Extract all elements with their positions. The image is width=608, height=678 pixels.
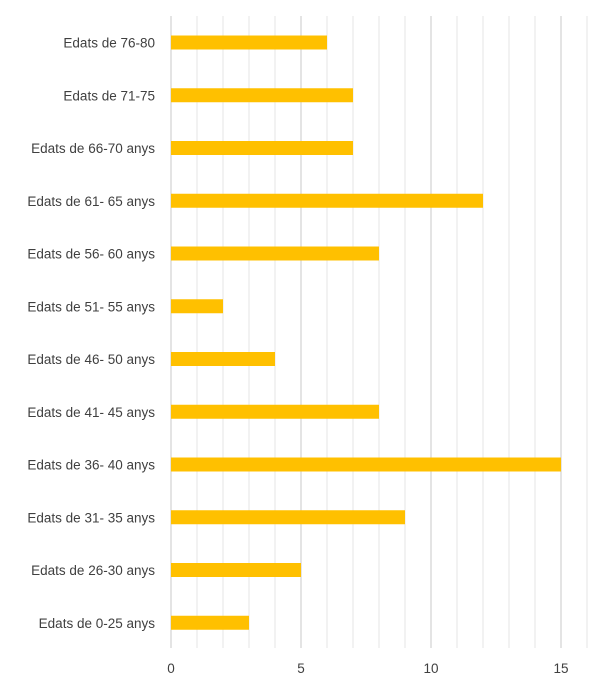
- x-tick-label: 5: [297, 661, 305, 676]
- category-label: Edats de 51- 55 anys: [27, 299, 155, 314]
- x-tick-label: 15: [553, 661, 568, 676]
- bar: [171, 510, 405, 525]
- category-label: Edats de 71-75: [63, 88, 155, 103]
- category-label: Edats de 61- 65 anys: [27, 194, 155, 209]
- category-label: Edats de 31- 35 anys: [27, 510, 155, 525]
- bar: [171, 193, 483, 208]
- bar: [171, 35, 327, 50]
- category-label: Edats de 36- 40 anys: [27, 458, 155, 473]
- x-tick-label: 0: [167, 661, 175, 676]
- category-label: Edats de 46- 50 anys: [27, 352, 155, 367]
- bar: [171, 141, 353, 155]
- bar: [171, 299, 223, 314]
- category-labels: Edats de 76-80 Edats de 71-75 Edats de 66-…: [27, 36, 155, 631]
- category-label: Edats de 66-70 anys: [31, 141, 155, 156]
- category-label: Edats de 76-80: [63, 36, 155, 51]
- bar: [171, 404, 379, 419]
- bar: [171, 563, 301, 577]
- x-tick-label: 10: [423, 661, 438, 676]
- category-label: Edats de 41- 45 anys: [27, 405, 155, 420]
- category-label: Edats de 0-25 anys: [39, 616, 156, 631]
- x-tick-labels: 0 5 10 15: [167, 661, 568, 676]
- bar: [171, 457, 561, 472]
- gridlines: [170, 16, 588, 648]
- bar: [171, 246, 379, 261]
- bar: [171, 615, 249, 630]
- category-label: Edats de 56- 60 anys: [27, 247, 155, 262]
- category-label: Edats de 26-30 anys: [31, 563, 155, 578]
- bar: [171, 88, 353, 103]
- bars: [171, 35, 561, 630]
- bar: [171, 352, 275, 366]
